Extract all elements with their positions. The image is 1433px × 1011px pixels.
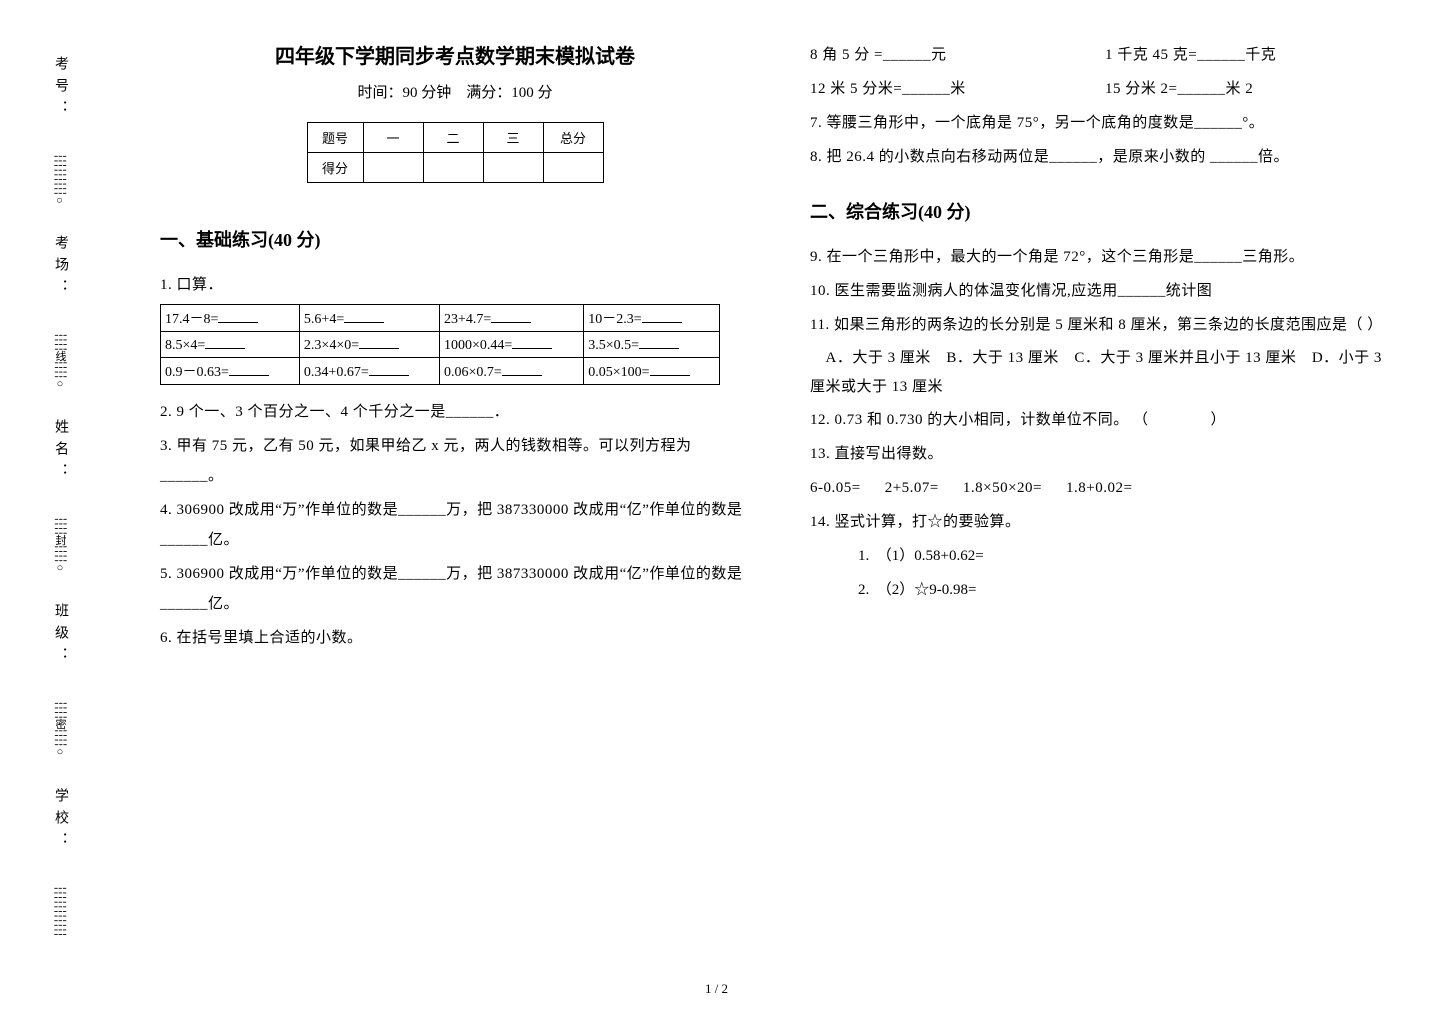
- calc-cell: 2.3×4×0=: [299, 332, 439, 358]
- score-cell-3[interactable]: [483, 153, 543, 183]
- calc-cell: 3.5×0.5=: [584, 332, 720, 358]
- paper-subtitle: 时间：90 分钟 满分：100 分: [160, 81, 750, 102]
- q13-item: 1.8×50×20=: [963, 473, 1042, 503]
- calc-cell: 17.4－8=: [161, 305, 300, 332]
- calc-cell: 10－2.3=: [584, 305, 720, 332]
- score-cell-total[interactable]: [543, 153, 603, 183]
- score-col-3: 三: [483, 123, 543, 153]
- table-row: 0.9－0.63= 0.34+0.67= 0.06×0.7= 0.05×100=: [161, 358, 720, 385]
- table-row: 17.4－8= 5.6+4= 23+4.7= 10－2.3=: [161, 305, 720, 332]
- calc-cell: 8.5×4=: [161, 332, 300, 358]
- calc-cell: 0.9－0.63=: [161, 358, 300, 385]
- q4: 4. 306900 改成用“万”作单位的数是______万，把 38733000…: [160, 495, 750, 555]
- bind-label-room: 考场：: [50, 235, 70, 301]
- bind-label-name: 姓名：: [50, 419, 70, 485]
- bind-dotted: ┆┆┆┆┆┆┆┆┆○: [54, 153, 67, 205]
- score-col-label: 题号: [307, 123, 363, 153]
- q13-label: 13. 直接写出得数。: [810, 439, 1400, 469]
- bind-label-school: 学校：: [50, 788, 70, 854]
- calc-cell: 0.06×0.7=: [439, 358, 583, 385]
- q11-stem: 11. 如果三角形的两条边的长分别是 5 厘米和 8 厘米，第三条边的长度范围应…: [810, 310, 1400, 340]
- q6-r2b: 15 分米 2=______米 2: [1105, 74, 1400, 104]
- bind-dotted-xian: ┆┆┆┆线┆┆┆┆○: [52, 332, 68, 388]
- q6-row2: 12 米 5 分米=______米 15 分米 2=______米 2: [810, 74, 1400, 104]
- left-column: 四年级下学期同步考点数学期末模拟试卷 时间：90 分钟 满分：100 分 题号 …: [160, 40, 750, 970]
- calc-cell: 5.6+4=: [299, 305, 439, 332]
- bind-dotted-mi: ┆┆┆┆密┆┆┆┆○: [52, 700, 68, 756]
- q8: 8. 把 26.4 的小数点向右移动两位是______，是原来小数的 _____…: [810, 142, 1400, 172]
- bind-label-class: 班级：: [50, 603, 70, 669]
- q1-table: 17.4－8= 5.6+4= 23+4.7= 10－2.3= 8.5×4= 2.…: [160, 304, 720, 385]
- q7: 7. 等腰三角形中，一个底角是 75°，另一个底角的度数是______°。: [810, 108, 1400, 138]
- q14-sub2: 2. （2）☆9-0.98=: [810, 575, 1400, 605]
- score-col-1: 一: [363, 123, 423, 153]
- q9: 9. 在一个三角形中，最大的一个角是 72°，这个三角形是______三角形。: [810, 242, 1400, 272]
- score-cell-1[interactable]: [363, 153, 423, 183]
- q6-r1b: 1 千克 45 克=______千克: [1105, 40, 1400, 70]
- q6-row1: 8 角 5 分 =______元 1 千克 45 克=______千克: [810, 40, 1400, 70]
- bind-dotted-end: ┆┆┆┆┆┆┆┆┆┆┆: [54, 885, 67, 936]
- bind-label-examno: 考号：: [50, 56, 70, 122]
- binding-margin: 考号： ┆┆┆┆┆┆┆┆┆○ 考场： ┆┆┆┆线┆┆┆┆○ 姓名： ┆┆┆┆封┆…: [0, 0, 120, 1011]
- q11-opts: A．大于 3 厘米 B．大于 13 厘米 C．大于 3 厘米并且小于 13 厘米…: [810, 344, 1400, 401]
- bind-dotted-feng: ┆┆┆┆封┆┆┆┆○: [52, 516, 68, 572]
- q3: 3. 甲有 75 元，乙有 50 元，如果甲给乙 x 元，两人的钱数相等。可以列…: [160, 431, 750, 491]
- q6-label: 6. 在括号里填上合适的小数。: [160, 623, 750, 653]
- score-col-total: 总分: [543, 123, 603, 153]
- section-1-heading: 一、基础练习(40 分): [160, 226, 750, 252]
- paper-title: 四年级下学期同步考点数学期末模拟试卷: [160, 40, 750, 69]
- q1-label: 1. 口算．: [160, 270, 750, 300]
- calc-cell: 0.05×100=: [584, 358, 720, 385]
- q12: 12. 0.73 和 0.730 的大小相同，计数单位不同。 （ ）: [810, 405, 1400, 435]
- table-row: 8.5×4= 2.3×4×0= 1000×0.44= 3.5×0.5=: [161, 332, 720, 358]
- q6-r1a: 8 角 5 分 =______元: [810, 40, 1105, 70]
- score-cell-2[interactable]: [423, 153, 483, 183]
- score-row-label: 得分: [307, 153, 363, 183]
- page-number: 1 / 2: [705, 981, 728, 997]
- score-table: 题号 一 二 三 总分 得分: [307, 122, 604, 183]
- q14-sub1: 1. （1）0.58+0.62=: [810, 541, 1400, 571]
- q5: 5. 306900 改成用“万”作单位的数是______万，把 38733000…: [160, 559, 750, 619]
- calc-cell: 1000×0.44=: [439, 332, 583, 358]
- q13-items: 6-0.05= 2+5.07= 1.8×50×20= 1.8+0.02=: [810, 473, 1400, 503]
- score-col-2: 二: [423, 123, 483, 153]
- right-column: 8 角 5 分 =______元 1 千克 45 克=______千克 12 米…: [810, 40, 1400, 970]
- page-body: 四年级下学期同步考点数学期末模拟试卷 时间：90 分钟 满分：100 分 题号 …: [160, 40, 1400, 970]
- q14-label: 14. 竖式计算，打☆的要验算。: [810, 507, 1400, 537]
- q13-item: 2+5.07=: [885, 473, 939, 503]
- section-2-heading: 二、综合练习(40 分): [810, 198, 1400, 224]
- calc-cell: 0.34+0.67=: [299, 358, 439, 385]
- q10: 10. 医生需要监测病人的体温变化情况,应选用______统计图: [810, 276, 1400, 306]
- calc-cell: 23+4.7=: [439, 305, 583, 332]
- score-value-row: 得分: [307, 153, 603, 183]
- q13-item: 6-0.05=: [810, 473, 861, 503]
- score-header-row: 题号 一 二 三 总分: [307, 123, 603, 153]
- q13-item: 1.8+0.02=: [1066, 473, 1132, 503]
- q2: 2. 9 个一、3 个百分之一、4 个千分之一是______．: [160, 397, 750, 427]
- q6-r2a: 12 米 5 分米=______米: [810, 74, 1105, 104]
